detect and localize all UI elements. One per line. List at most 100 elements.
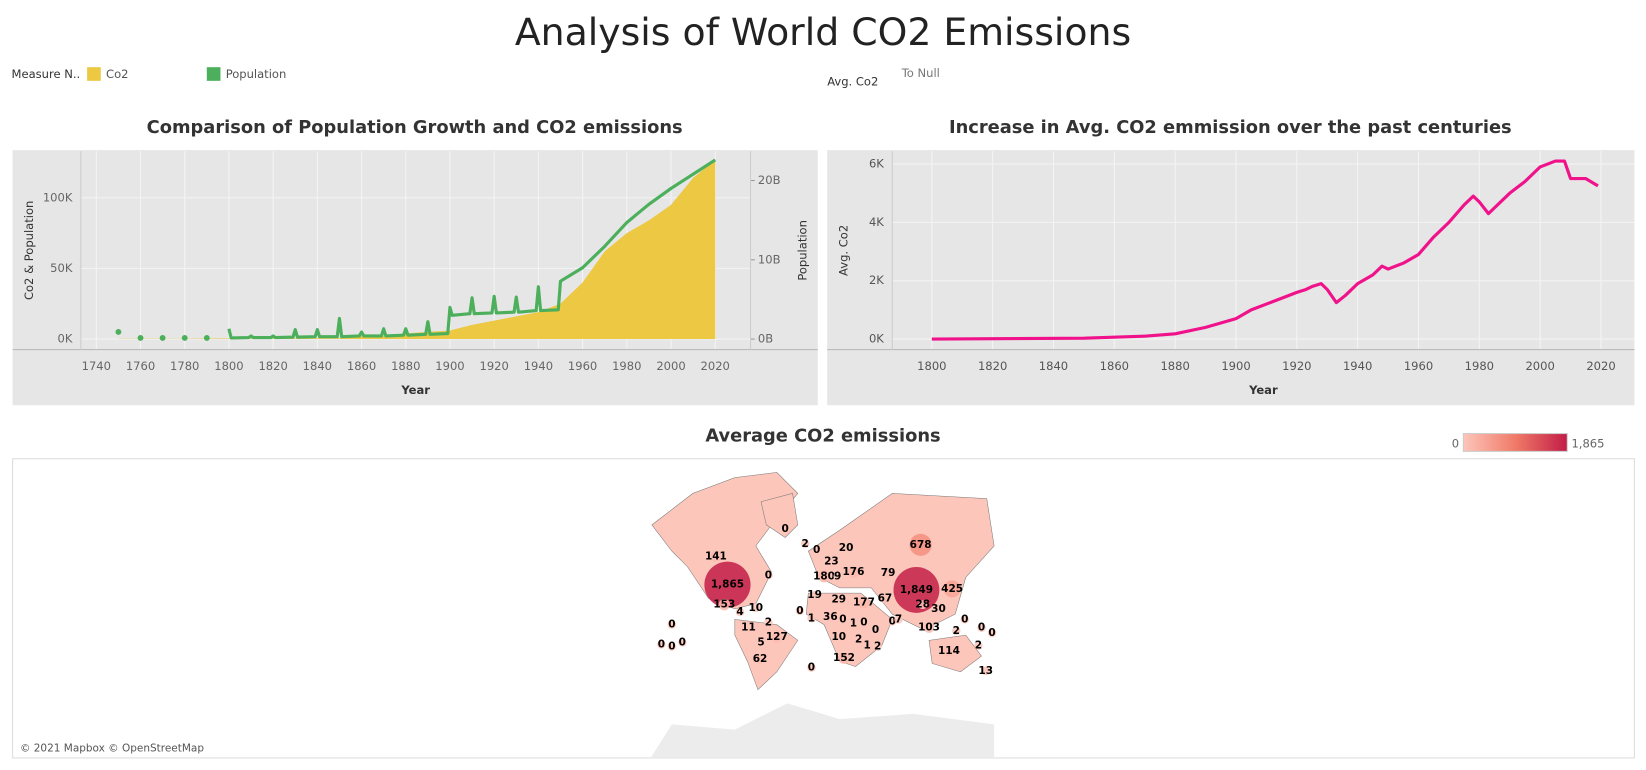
- country-label: 9: [834, 570, 841, 582]
- country-value: [812, 545, 821, 555]
- country-value: [847, 566, 860, 579]
- y2-tick-label: 20B: [758, 173, 781, 187]
- country-value: [894, 615, 903, 624]
- country-label: 30: [931, 603, 946, 615]
- x-tick-label: 2000: [656, 359, 685, 373]
- country-value: [923, 622, 935, 633]
- country-label: 1: [850, 618, 857, 630]
- x-tick-label: 1900: [435, 359, 464, 373]
- country-value: [818, 570, 831, 583]
- country-value: [704, 561, 751, 608]
- x-tick-label: 1980: [612, 359, 641, 373]
- country-label: 4: [736, 606, 743, 618]
- x-axis-label: Year: [400, 383, 430, 397]
- country-value: [834, 632, 844, 642]
- x-tick-label: 1940: [524, 359, 553, 373]
- country-label: 0: [839, 613, 846, 625]
- country-value: [834, 594, 844, 604]
- country-value: [735, 607, 745, 617]
- country-label: 0: [808, 662, 815, 674]
- country-value: [833, 572, 842, 581]
- country-label: 7: [895, 613, 902, 625]
- country-label: 425: [941, 583, 963, 595]
- country-value: [893, 567, 940, 613]
- x-tick-label: 1900: [1221, 359, 1250, 373]
- chart-title: Comparison of Population Growth and CO2 …: [147, 117, 683, 138]
- country-value: [807, 663, 816, 672]
- country-value: [710, 550, 722, 562]
- country-value: [952, 626, 961, 636]
- country-label: 19: [807, 589, 822, 601]
- country-label: 0: [813, 544, 820, 556]
- country-label: 2: [855, 633, 862, 645]
- country-label: 13: [978, 665, 993, 677]
- dashboard-title: Analysis of World CO2 Emissions: [515, 10, 1131, 54]
- country-value: [764, 571, 773, 580]
- country-value: [933, 604, 943, 614]
- country-label: 180: [813, 570, 835, 582]
- country-value: [849, 619, 858, 628]
- country-label: 62: [753, 653, 768, 665]
- country-label: 36: [823, 611, 838, 623]
- country-value: [678, 638, 687, 647]
- greenland: [760, 493, 799, 538]
- x-tick-label: 1800: [917, 359, 946, 373]
- y-tick-label: 100K: [43, 190, 73, 204]
- country-value: [795, 606, 805, 616]
- y-tick-label: 2K: [869, 273, 884, 287]
- country-label: 0: [668, 619, 675, 631]
- x-tick-label: 1960: [568, 359, 597, 373]
- x-tick-label: 1920: [479, 359, 508, 373]
- country-value: [873, 642, 882, 651]
- y-tick-label: 4K: [869, 215, 884, 229]
- y2-axis-label: Population: [796, 220, 810, 281]
- country-value: [826, 557, 836, 567]
- country-value: [977, 623, 986, 632]
- country-value: [667, 620, 677, 629]
- x-tick-label: 1840: [1039, 359, 1068, 373]
- country-label: 1: [863, 640, 870, 652]
- country-value: [859, 618, 869, 627]
- country-label: 23: [824, 556, 839, 568]
- country-label: 177: [853, 597, 875, 609]
- y-tick-label: 0K: [869, 332, 884, 346]
- x-tick-label: 1820: [978, 359, 1007, 373]
- country-value: [918, 600, 928, 610]
- country-value: [987, 628, 997, 638]
- legend-swatch: [87, 67, 101, 81]
- y2-tick-label: 0B: [758, 332, 773, 346]
- x-tick-label: 1820: [258, 359, 287, 373]
- point: [115, 329, 122, 335]
- x-tick-label: 1920: [1282, 359, 1311, 373]
- country-label: 0: [988, 627, 995, 639]
- country-value: [943, 645, 955, 657]
- x-tick-label: 2020: [1586, 359, 1615, 373]
- country-label: 2: [953, 625, 960, 637]
- legend-swatch: [206, 67, 221, 81]
- country-value: [974, 641, 983, 650]
- x-tick-label: 1880: [391, 359, 420, 373]
- x-tick-label: 1780: [170, 359, 199, 373]
- y-axis-label: Co2 & Population: [22, 201, 36, 300]
- chart-title: Increase in Avg. CO2 emmission over the …: [949, 117, 1512, 138]
- country-label: 67: [878, 592, 893, 604]
- country-value: [800, 539, 810, 548]
- legend-label: Population: [226, 67, 287, 81]
- point: [159, 334, 166, 341]
- map-title: Average CO2 emissions: [705, 426, 940, 447]
- x-axis-label: Year: [1248, 383, 1278, 397]
- point: [137, 334, 144, 341]
- country-label: 152: [833, 652, 855, 664]
- avg-null: To Null: [901, 66, 940, 80]
- y2-tick-label: 10B: [758, 252, 781, 266]
- country-value: [880, 593, 890, 604]
- country-label: 2: [802, 538, 809, 550]
- country-value: [764, 618, 773, 627]
- country-label: 141: [705, 550, 727, 562]
- country-value: [857, 596, 870, 609]
- country-label: 11: [741, 622, 756, 634]
- country-label: 0: [860, 617, 867, 629]
- country-value: [909, 533, 932, 556]
- x-tick-label: 1800: [214, 359, 243, 373]
- country-value: [960, 615, 969, 624]
